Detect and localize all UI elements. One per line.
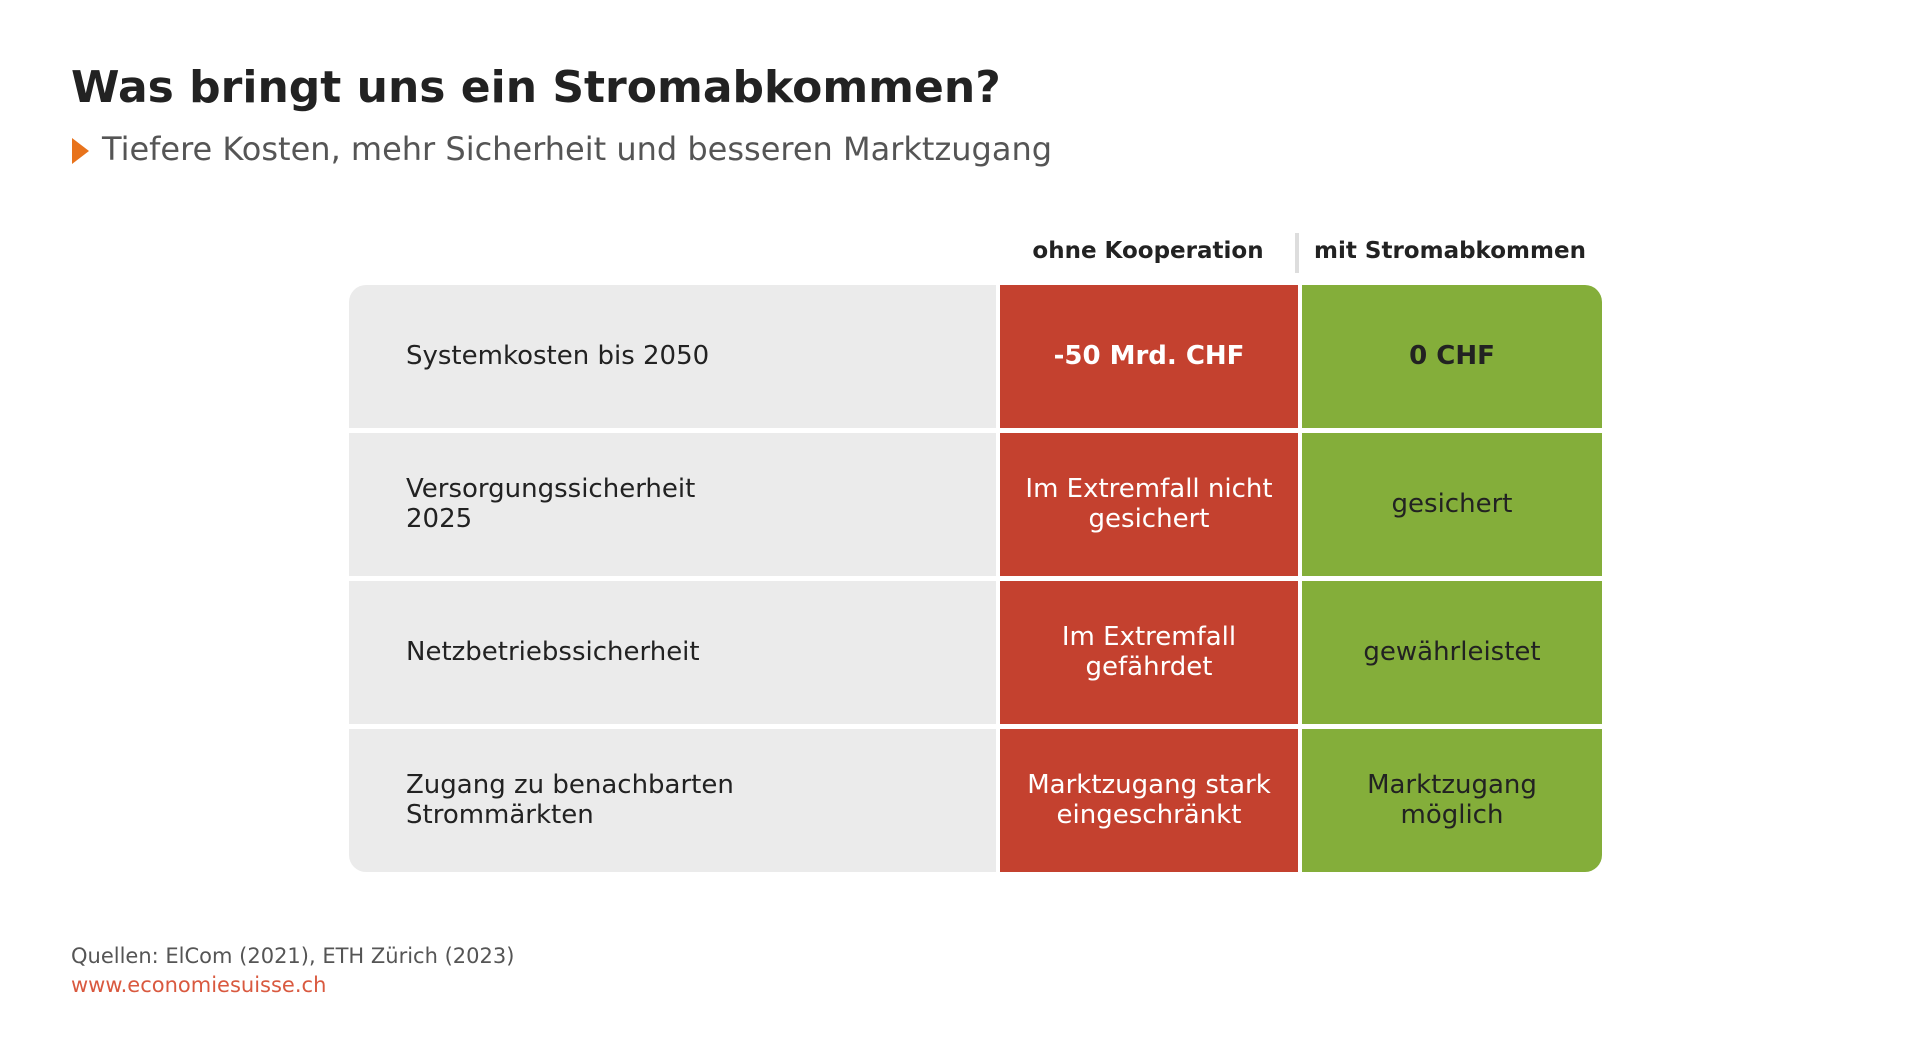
with-cell: gesichert (1302, 433, 1602, 576)
table: Systemkosten bis 2050 -50 Mrd. CHF 0 CHF Ve… (349, 285, 1602, 872)
row-label: Zugang zu benachbarten Strommärkten (349, 729, 996, 872)
subtitle: Tiefere Kosten, mehr Sicherheit und bess… (102, 130, 1053, 168)
url: www.economiesuisse.ch (71, 973, 327, 997)
with-cell: Marktzugang möglich (1302, 729, 1602, 872)
row-label: Systemkosten bis 2050 (349, 285, 996, 428)
title: Was bringt uns ein Stromabkommen? (71, 62, 1001, 113)
with-cell: gewährleistet (1302, 581, 1602, 724)
with-cell: 0 CHF (1302, 285, 1602, 428)
column-header: mit Stromabkommen (1314, 238, 1586, 264)
row-label: Netzbetriebssicherheit (349, 581, 996, 724)
bullet-triangle (72, 138, 89, 164)
row-label: Versorgungssicherheit 2025 (349, 433, 996, 576)
column-header: ohne Kooperation (1032, 238, 1264, 264)
without-cell: Im Extremfall gefährdet (1000, 581, 1298, 724)
column-separator (1295, 233, 1299, 273)
without-cell: -50 Mrd. CHF (1000, 285, 1298, 428)
source: Quellen: ElCom (2021), ETH Zürich (2023) (71, 944, 515, 968)
without-cell: Marktzugang stark eingeschränkt (1000, 729, 1298, 872)
without-cell: Im Extremfall nicht gesichert (1000, 433, 1298, 576)
